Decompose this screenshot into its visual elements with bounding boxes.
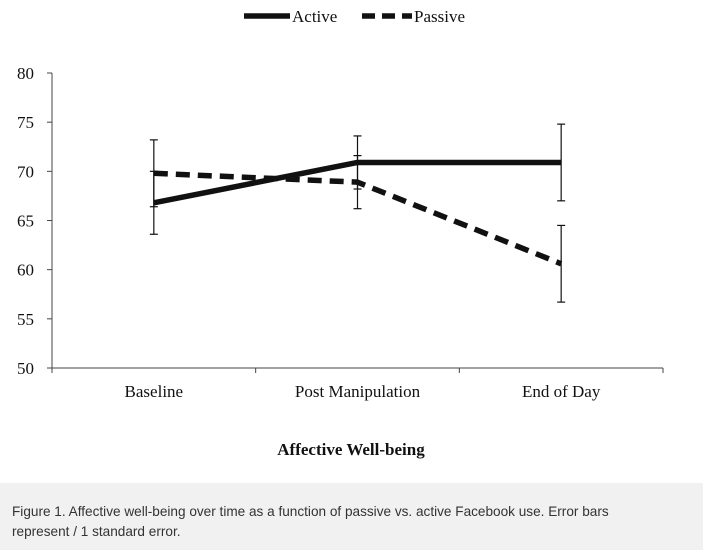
y-tick-label: 70 <box>17 162 34 181</box>
x-tick-label: End of Day <box>522 382 601 401</box>
series-layer <box>149 123 566 303</box>
caption-line-2: represent / 1 standard error. <box>12 524 181 539</box>
legend-label-active: Active <box>292 7 337 26</box>
legend-label-passive: Passive <box>414 7 465 26</box>
y-tick-label: 65 <box>17 212 34 231</box>
y-tick-label: 60 <box>17 261 34 280</box>
caption-line-1: Figure 1. Affective well-being over time… <box>12 504 609 519</box>
legend: Active Passive <box>244 7 465 26</box>
x-tick-label: Post Manipulation <box>295 382 421 401</box>
figure-caption: Figure 1. Affective well-being over time… <box>0 483 703 550</box>
y-tick-label: 75 <box>17 113 34 132</box>
y-tick-label: 50 <box>17 359 34 378</box>
y-tick-label: 55 <box>17 310 34 329</box>
y-tick-label: 80 <box>17 64 34 83</box>
y-ticks: 50 55 60 65 70 75 80 <box>17 64 52 378</box>
x-ticks: Baseline Post Manipulation End of Day <box>51 368 664 401</box>
x-axis-label: Affective Well-being <box>277 440 425 459</box>
line-chart: Active Passive 50 55 60 65 70 75 80 Baseline Po… <box>17 7 664 459</box>
x-tick-label: Baseline <box>125 382 184 401</box>
